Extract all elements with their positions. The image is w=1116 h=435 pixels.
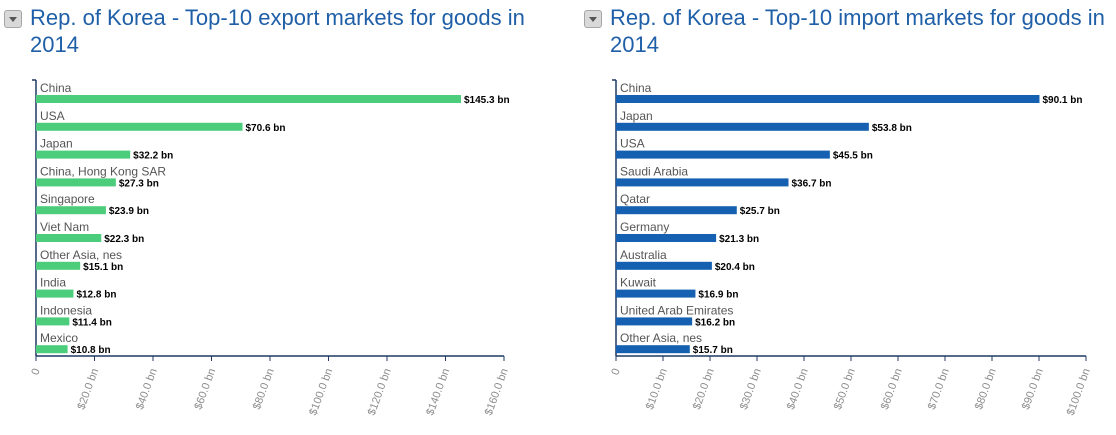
- x-tick-label: $20.0 bn: [691, 367, 717, 411]
- x-tick-label: $70.0 bn: [926, 367, 952, 411]
- bar: [616, 345, 690, 354]
- x-tick-label: $30.0 bn: [738, 367, 764, 411]
- bar: [36, 234, 102, 242]
- category-label: China: [40, 81, 72, 95]
- bar: [36, 178, 116, 187]
- category-label: USA: [40, 109, 65, 123]
- data-label: $53.8 bn: [872, 123, 912, 134]
- x-tick-label: $40.0 bn: [785, 367, 811, 411]
- data-label: $10.8 bn: [71, 345, 111, 356]
- bar: [616, 234, 717, 242]
- category-label: Japan: [40, 137, 73, 151]
- bar: [36, 150, 131, 159]
- data-label: $145.3 bn: [464, 95, 510, 106]
- x-tick-label: $100.0 bn: [1065, 367, 1093, 417]
- x-tick-label: $40.0 bn: [134, 367, 160, 411]
- export-chart-collapse-button[interactable]: [4, 10, 22, 28]
- data-label: $23.9 bn: [109, 206, 149, 217]
- x-tick-label: $80.0 bn: [973, 367, 999, 411]
- x-tick-label: $20.0 bn: [75, 367, 101, 411]
- category-label: Australia: [620, 248, 667, 262]
- category-label: United Arab Emirates: [620, 303, 733, 317]
- category-label: Viet Nam: [40, 220, 89, 234]
- data-label: $45.5 bn: [833, 151, 873, 162]
- category-label: Indonesia: [40, 303, 92, 317]
- import-chart-collapse-button[interactable]: [584, 10, 602, 28]
- data-label: $20.4 bn: [715, 262, 755, 273]
- category-label: Other Asia, nes: [620, 331, 702, 345]
- bar: [36, 206, 106, 215]
- bar: [36, 289, 74, 298]
- category-label: Mexico: [40, 331, 78, 345]
- bar: [36, 95, 462, 103]
- x-tick-label: $90.0 bn: [1020, 367, 1046, 411]
- category-label: Japan: [620, 109, 653, 123]
- x-tick-label: 0: [29, 367, 42, 377]
- data-label: $90.1 bn: [1042, 95, 1082, 106]
- bar: [616, 206, 737, 215]
- data-label: $15.1 bn: [83, 262, 123, 273]
- chevron-down-icon: [589, 17, 597, 22]
- data-label: $27.3 bn: [119, 178, 159, 189]
- category-label: China, Hong Kong SAR: [40, 164, 166, 178]
- import-chart: China $90.1 bn Japan $53.8 bn USA $45.5 bn Sau…: [609, 79, 1093, 417]
- x-tick-label: $10.0 bn: [644, 367, 670, 411]
- data-label: $32.2 bn: [133, 151, 173, 162]
- x-tick-label: $60.0 bn: [192, 367, 218, 411]
- bar: [616, 317, 693, 326]
- category-label: India: [40, 276, 66, 290]
- export-chart: China $145.3 bn USA $70.6 bn Japan $32.2 bn Ch…: [29, 79, 511, 417]
- data-label: $12.8 bn: [76, 290, 116, 301]
- data-label: $22.3 bn: [104, 234, 144, 245]
- data-label: $15.7 bn: [693, 345, 733, 356]
- x-tick-label: $80.0 bn: [251, 367, 277, 411]
- category-label: Saudi Arabia: [620, 164, 688, 178]
- export-chart-title: Rep. of Korea - Top-10 export markets fo…: [30, 5, 525, 57]
- category-label: Kuwait: [620, 276, 657, 290]
- category-label: China: [620, 81, 652, 95]
- data-label: $25.7 bn: [740, 206, 780, 217]
- bar: [36, 317, 70, 326]
- x-tick-label: $140.0 bn: [424, 367, 452, 417]
- data-label: $70.6 bn: [246, 123, 286, 134]
- bar: [616, 289, 696, 298]
- bar: [616, 261, 712, 270]
- bar: [36, 261, 81, 270]
- bar: [616, 150, 830, 159]
- bar: [616, 178, 789, 187]
- category-label: Singapore: [40, 192, 95, 206]
- bar: [616, 122, 869, 131]
- data-label: $16.2 bn: [695, 317, 735, 328]
- category-label: Other Asia, nes: [40, 248, 122, 262]
- category-label: Germany: [620, 220, 669, 234]
- x-tick-label: $120.0 bn: [366, 367, 394, 417]
- bar: [616, 95, 1040, 103]
- bar: [36, 122, 243, 131]
- data-label: $16.9 bn: [698, 290, 738, 301]
- data-label: $11.4 bn: [72, 317, 111, 328]
- x-tick-label: $50.0 bn: [832, 367, 858, 411]
- category-label: USA: [620, 137, 645, 151]
- data-label: $21.3 bn: [719, 234, 759, 245]
- category-label: Qatar: [620, 192, 650, 206]
- import-chart-title: Rep. of Korea - Top-10 import markets fo…: [610, 5, 1105, 57]
- import-chart-panel: Rep. of Korea - Top-10 import markets fo…: [580, 0, 1116, 435]
- chevron-down-icon: [9, 17, 17, 22]
- x-tick-label: 0: [609, 367, 622, 377]
- x-tick-label: $100.0 bn: [307, 367, 335, 417]
- bar: [36, 345, 68, 354]
- x-tick-label: $60.0 bn: [879, 367, 905, 411]
- data-label: $36.7 bn: [791, 178, 831, 189]
- x-tick-label: $160.0 bn: [483, 367, 511, 417]
- export-chart-panel: Rep. of Korea - Top-10 export markets fo…: [0, 0, 540, 435]
